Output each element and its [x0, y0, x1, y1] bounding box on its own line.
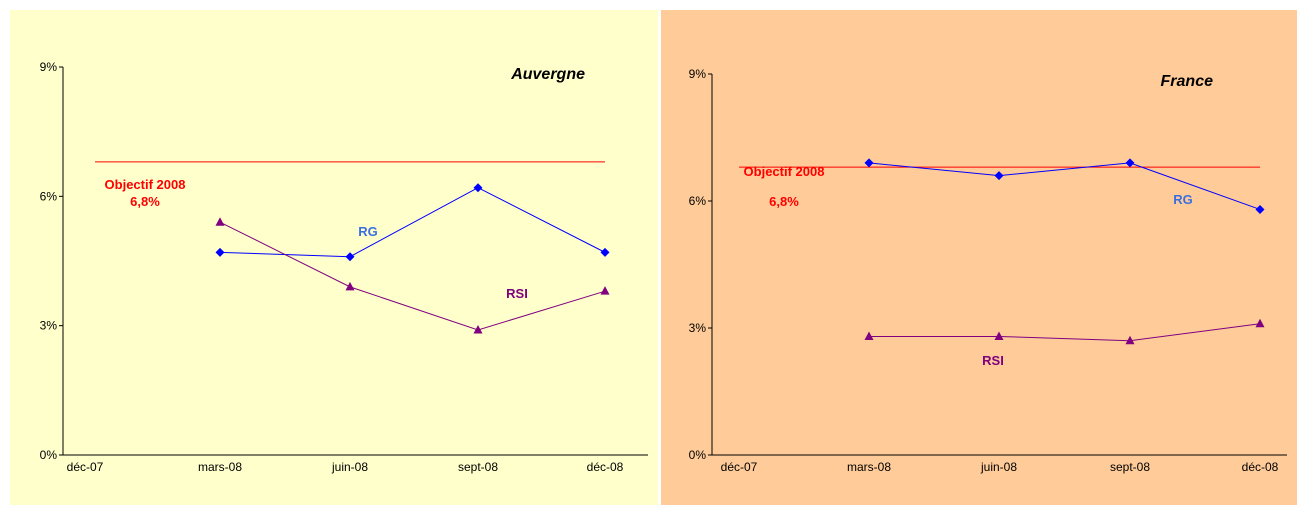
- y-tick-label: 6%: [40, 189, 58, 203]
- x-tick-label: juin-08: [331, 460, 368, 474]
- objective-label: Objectif 2008: [744, 164, 825, 179]
- x-tick-label: juin-08: [980, 460, 1017, 474]
- series-label-rsi: RSI: [506, 286, 528, 301]
- chart-background: [661, 10, 1297, 505]
- series-line-rsi: [219, 221, 606, 331]
- y-tick-label: 6%: [689, 194, 707, 208]
- data-point-rsi: [215, 217, 225, 226]
- x-tick-label: sept-08: [1110, 460, 1150, 474]
- data-point-rg: [600, 247, 610, 257]
- chart-france: 0% 3% 6% 9% déc-07 mars-08 juin-08 sept-08 déc-0…: [661, 10, 1297, 505]
- series-label-rsi: RSI: [982, 353, 1004, 368]
- x-tick-label: déc-07: [67, 460, 104, 474]
- data-point-rsi: [600, 286, 610, 295]
- objective-label: Objectif 2008: [105, 177, 186, 192]
- series-line-rsi: [869, 323, 1261, 342]
- y-tick-label: 9%: [40, 60, 58, 74]
- series-label-rg: RG: [358, 224, 378, 239]
- y-tick-label: 3%: [689, 321, 707, 335]
- series-label-rg: RG: [1173, 192, 1193, 207]
- data-point-rg: [1125, 158, 1135, 168]
- y-tick-label: 0%: [40, 448, 58, 462]
- chart-title: France: [1161, 73, 1214, 90]
- data-point-rg: [864, 158, 874, 168]
- y-tick-label: 9%: [689, 67, 707, 81]
- chart-title: Auvergne: [510, 66, 585, 83]
- data-point-rg: [345, 252, 355, 262]
- data-point-rsi: [994, 331, 1004, 340]
- x-tick-label: déc-08: [587, 460, 624, 474]
- data-point-rsi: [1125, 335, 1135, 345]
- series-line-rg: [868, 162, 1261, 210]
- x-tick-label: sept-08: [458, 460, 498, 474]
- data-point-rsi: [1255, 318, 1265, 328]
- chart-panel-auvergne: 0% 3% 6% 9% déc-07 mars-08 juin-08 sept-08 déc-0…: [10, 10, 658, 505]
- x-tick-label: déc-07: [721, 460, 758, 474]
- chart-panel-france: 0% 3% 6% 9% déc-07 mars-08 juin-08 sept-08 déc-0…: [661, 10, 1297, 505]
- objective-value-label: 6,8%: [130, 194, 160, 209]
- x-tick-label: déc-08: [1242, 460, 1279, 474]
- y-tick-label: 3%: [40, 319, 58, 333]
- y-tick-label: 0%: [689, 448, 707, 462]
- chart-background: [10, 10, 658, 505]
- data-point-rg: [994, 171, 1004, 181]
- x-tick-label: mars-08: [198, 460, 242, 474]
- data-point-rsi: [345, 281, 355, 291]
- x-tick-label: mars-08: [847, 460, 891, 474]
- data-point-rg: [215, 247, 225, 257]
- data-point-rg: [1255, 204, 1265, 214]
- chart-auvergne: 0% 3% 6% 9% déc-07 mars-08 juin-08 sept-08 déc-0…: [10, 10, 658, 505]
- data-point-rsi: [864, 331, 874, 340]
- objective-value-label: 6,8%: [769, 194, 799, 209]
- data-point-rsi: [473, 324, 483, 334]
- data-point-rg: [473, 183, 483, 193]
